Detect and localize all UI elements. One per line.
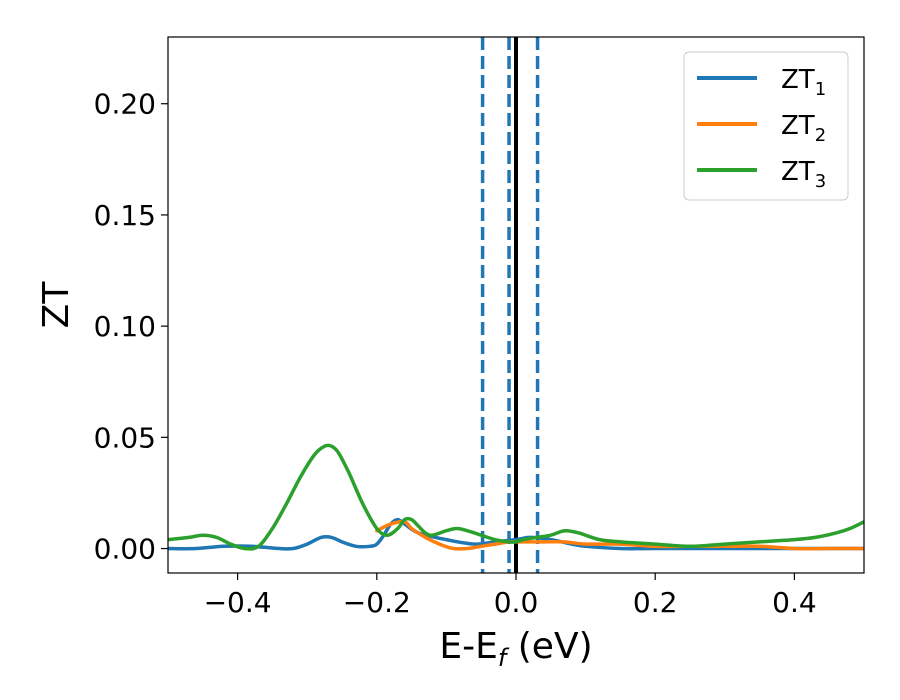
x-axis-label: E-Ef (eV) [439,626,592,672]
legend-box [683,51,849,201]
x-tick-label: 0.2 [633,586,678,619]
y-tick-label: 0.10 [94,310,156,343]
y-tick-label: 0.15 [94,199,156,232]
y-tick-label: 0.20 [94,88,156,121]
y-tick-label: 0.00 [94,533,156,566]
legend-label-subscript: 2 [815,125,826,146]
legend-label-main: ZT [781,111,815,141]
legend-label-zt3: ZT3 [781,157,826,192]
legend-label-main: ZT [781,65,815,95]
legend-label-subscript: 1 [815,79,826,100]
x-tick-label: 0.0 [494,586,539,619]
y-tick-label: 0.05 [94,421,156,454]
x-tick-label: −0.2 [343,586,411,619]
x-tick-label: 0.4 [772,586,817,619]
legend-label-subscript: 3 [815,171,826,192]
legend-label-zt1: ZT1 [781,65,826,100]
series-lines [168,443,864,551]
reference-lines [480,37,540,573]
y-axis: 0.00 0.05 0.10 0.15 0.20 [94,88,168,566]
x-tick-label: −0.4 [204,586,272,619]
y-axis-label: ZT [36,281,77,329]
x-axis-label-unit: (eV) [506,626,592,667]
legend-label-main: ZT [781,157,815,187]
x-axis-label-main: E-E [439,626,497,667]
legend-label-zt2: ZT2 [781,111,826,146]
x-axis: −0.4 −0.2 0.0 0.2 0.4 [204,573,817,619]
series-line-zt2 [375,519,864,551]
series-line-zt3 [168,443,864,551]
